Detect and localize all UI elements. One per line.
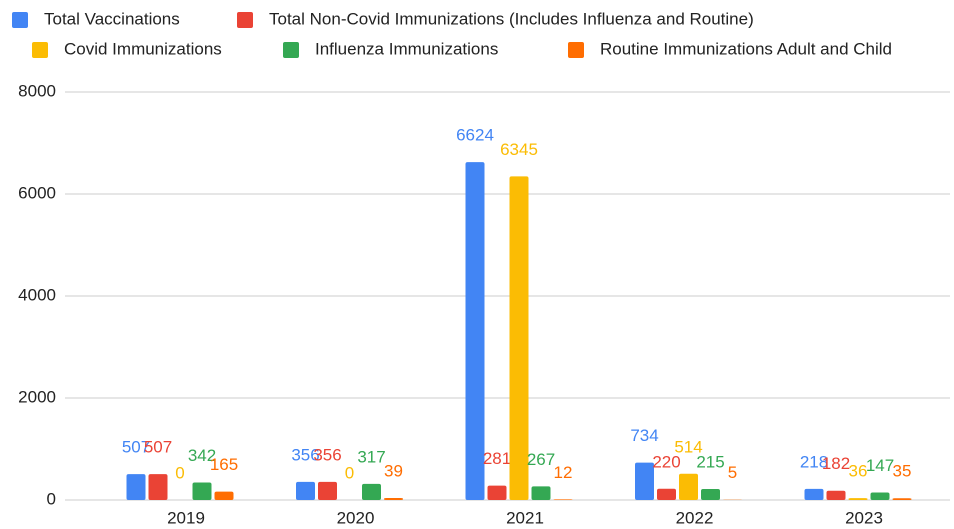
bar [804,488,824,500]
data-label: 6345 [500,140,538,159]
legend-label: Covid Immunizations [64,39,222,58]
y-tick-label: 4000 [18,285,56,304]
data-label: 36 [849,462,868,481]
data-label: 147 [866,456,894,475]
bar [318,481,337,500]
legend-swatch [12,12,28,28]
legend-swatch [568,42,584,58]
data-label: 35 [893,462,912,481]
x-tick-label: 2020 [337,508,375,527]
bar [126,474,146,500]
data-label: 317 [357,447,385,466]
data-label: 5 [728,463,737,482]
data-label: 0 [345,463,354,482]
bar [214,491,234,500]
x-tick-label: 2023 [845,508,883,527]
y-tick-label: 6000 [18,183,56,202]
legend-label: Routine Immunizations Adult and Child [600,39,892,58]
data-label: 507 [122,438,150,457]
data-label: 342 [188,446,216,465]
bar [826,490,846,500]
data-label: 39 [384,461,403,480]
bar [465,162,485,500]
legend-swatch [237,12,253,28]
data-label: 6624 [456,126,494,145]
bar [848,498,868,500]
data-label: 507 [144,438,172,457]
bar [635,462,654,500]
bar [870,492,890,500]
legend-swatch [283,42,299,58]
y-tick-label: 8000 [18,81,56,100]
y-tick-label: 2000 [18,387,56,406]
bar [553,499,573,500]
bar [701,489,720,500]
bar [148,474,168,500]
data-label: 734 [630,426,658,445]
legend-label: Total Vaccinations [44,9,180,28]
data-label: 281 [483,449,511,468]
data-label: 514 [674,437,702,456]
data-label: 356 [313,445,341,464]
bar [487,485,507,500]
data-label: 215 [696,453,724,472]
y-tick-label: 0 [47,489,56,508]
legend-label: Influenza Immunizations [315,39,498,58]
data-label: 0 [175,463,184,482]
legend-swatch [32,42,48,58]
data-label: 220 [652,452,680,471]
bar [679,473,698,500]
data-label: 165 [210,455,238,474]
bar [296,481,315,500]
data-label: 182 [822,454,850,473]
bar [657,488,676,500]
data-label: 12 [554,463,573,482]
bar [362,483,381,500]
bar [531,486,551,500]
x-tick-label: 2022 [676,508,714,527]
data-label: 356 [291,445,319,464]
data-label: 218 [800,452,828,471]
bar [384,498,403,500]
bar [192,482,212,500]
x-tick-label: 2019 [167,508,205,527]
data-label: 267 [527,450,555,469]
bar [509,176,529,500]
legend-label: Total Non-Covid Immunizations (Includes … [269,9,754,28]
bar [892,498,912,500]
x-tick-label: 2021 [506,508,544,527]
